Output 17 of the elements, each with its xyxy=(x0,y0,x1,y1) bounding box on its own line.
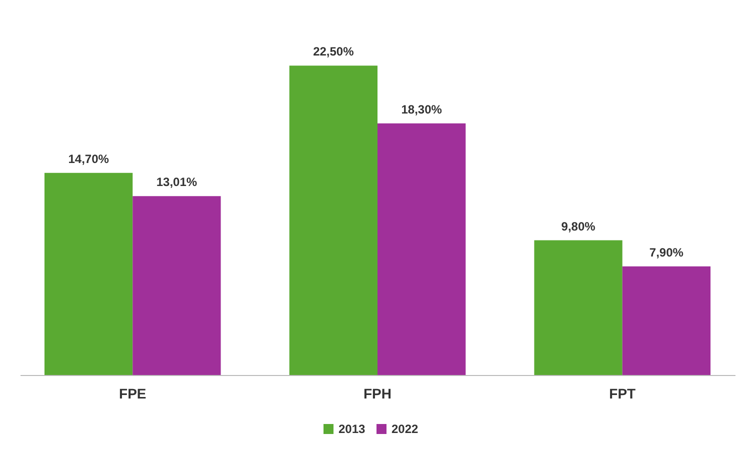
x-tick-label: FPE xyxy=(119,386,146,402)
bar xyxy=(378,123,466,375)
data-label: 7,90% xyxy=(649,245,684,260)
x-tick-label: FPH xyxy=(364,386,392,402)
data-label: 14,70% xyxy=(68,152,110,166)
data-label: 18,30% xyxy=(401,102,442,116)
bar xyxy=(534,240,622,375)
bar xyxy=(289,66,378,375)
bar xyxy=(44,172,133,375)
data-label: 9,80% xyxy=(561,219,596,234)
legend-label: 2013 xyxy=(338,422,366,436)
bar xyxy=(132,196,221,375)
data-label: 13,01% xyxy=(156,175,198,190)
x-tick-label: FPT xyxy=(609,386,636,402)
bar xyxy=(622,266,711,375)
data-label: 22,50% xyxy=(313,44,354,59)
legend-label: 2022 xyxy=(392,422,419,436)
